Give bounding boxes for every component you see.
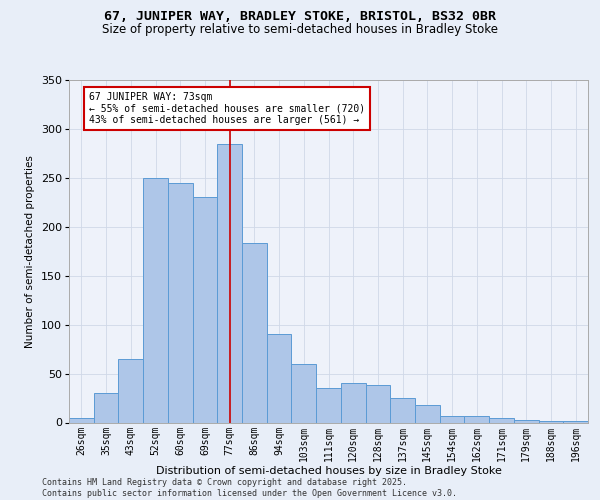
- Bar: [563, 420, 588, 422]
- Bar: [489, 418, 514, 422]
- Bar: [390, 398, 415, 422]
- X-axis label: Distribution of semi-detached houses by size in Bradley Stoke: Distribution of semi-detached houses by …: [155, 466, 502, 476]
- Bar: [365, 386, 390, 422]
- Bar: [415, 405, 440, 422]
- Bar: [316, 388, 341, 422]
- Text: 67, JUNIPER WAY, BRADLEY STOKE, BRISTOL, BS32 0BR: 67, JUNIPER WAY, BRADLEY STOKE, BRISTOL,…: [104, 10, 496, 23]
- Bar: [168, 182, 193, 422]
- Bar: [217, 144, 242, 422]
- Bar: [118, 359, 143, 422]
- Bar: [292, 364, 316, 422]
- Bar: [440, 416, 464, 422]
- Bar: [193, 198, 217, 422]
- Bar: [94, 393, 118, 422]
- Bar: [242, 244, 267, 422]
- Text: Size of property relative to semi-detached houses in Bradley Stoke: Size of property relative to semi-detach…: [102, 22, 498, 36]
- Bar: [69, 418, 94, 422]
- Bar: [514, 420, 539, 422]
- Text: 67 JUNIPER WAY: 73sqm
← 55% of semi-detached houses are smaller (720)
43% of sem: 67 JUNIPER WAY: 73sqm ← 55% of semi-deta…: [89, 92, 365, 125]
- Bar: [267, 334, 292, 422]
- Bar: [464, 416, 489, 422]
- Bar: [143, 178, 168, 422]
- Bar: [539, 420, 563, 422]
- Text: Contains HM Land Registry data © Crown copyright and database right 2025.
Contai: Contains HM Land Registry data © Crown c…: [42, 478, 457, 498]
- Bar: [341, 384, 365, 422]
- Y-axis label: Number of semi-detached properties: Number of semi-detached properties: [25, 155, 35, 348]
